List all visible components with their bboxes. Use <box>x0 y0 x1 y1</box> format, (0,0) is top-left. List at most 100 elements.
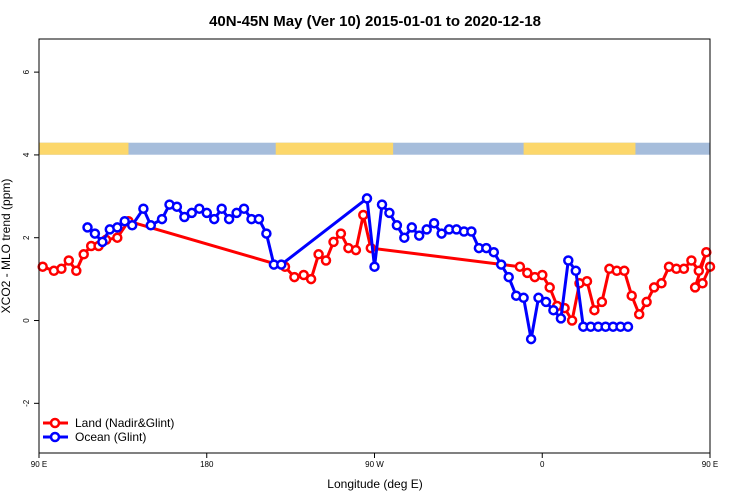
data-point <box>522 267 533 279</box>
x-tick-label: 0 <box>540 460 545 469</box>
data-point <box>305 273 317 285</box>
series-layer <box>37 193 716 345</box>
data-point <box>328 236 339 248</box>
data-point <box>697 278 708 289</box>
surface-bar-land <box>275 142 394 155</box>
data-point <box>261 228 272 239</box>
y-tick-label: -2 <box>22 399 31 407</box>
data-point <box>391 220 403 231</box>
data-point <box>619 265 630 277</box>
data-point <box>238 203 250 214</box>
data-point <box>436 228 447 239</box>
data-point <box>97 236 108 248</box>
data-point <box>369 261 380 272</box>
data-point <box>581 275 593 287</box>
data-point <box>648 282 660 293</box>
surface-bar-land <box>39 142 129 155</box>
data-point <box>289 271 300 283</box>
data-point <box>298 269 309 281</box>
surface-type-bar <box>39 142 710 155</box>
x-axis: 90 E 180 90 W 0 90 E <box>31 453 718 469</box>
x-tick-label: 90 W <box>365 460 384 469</box>
x-tick-label: 90 E <box>31 460 47 469</box>
data-point <box>518 292 529 304</box>
legend-marker-land <box>49 417 61 429</box>
data-point <box>223 213 235 225</box>
data-point <box>693 265 705 277</box>
data-point <box>63 255 75 266</box>
y-axis-label: XCO2 - MLO trend (ppm) <box>0 179 13 314</box>
data-point <box>466 226 477 237</box>
surface-bar-land <box>523 142 636 155</box>
legend-label-land: Land (Nadir&Glint) <box>75 416 174 430</box>
x-axis-label: Longitude (deg E) <box>327 477 422 491</box>
data-point <box>686 255 697 266</box>
data-point <box>641 296 652 308</box>
legend-marker-ocean <box>49 431 61 443</box>
data-point <box>596 296 608 308</box>
data-point <box>119 215 130 227</box>
data-point <box>320 255 332 266</box>
data-point <box>525 333 537 345</box>
data-point <box>544 282 555 293</box>
data-point <box>71 265 82 277</box>
data-point <box>626 290 637 301</box>
data-point <box>186 207 198 219</box>
series-land <box>37 209 716 326</box>
data-point <box>622 321 634 332</box>
data-point <box>138 203 149 214</box>
data-point <box>171 201 183 212</box>
data-point <box>361 193 373 204</box>
data-point <box>421 224 432 235</box>
data-point <box>537 269 548 281</box>
data-point <box>563 255 574 266</box>
data-point <box>406 222 418 233</box>
data-point <box>495 259 507 270</box>
data-point <box>481 242 492 254</box>
data-point <box>145 220 157 231</box>
data-point <box>179 211 190 223</box>
data-point <box>112 232 123 243</box>
data-point <box>540 296 552 308</box>
data-point <box>428 217 440 229</box>
y-tick-label: 4 <box>22 152 31 157</box>
data-point <box>216 203 227 214</box>
data-point <box>313 249 324 260</box>
data-point <box>633 309 645 320</box>
legend-item-ocean: Ocean (Glint) <box>43 430 146 444</box>
data-point <box>231 207 242 219</box>
data-point <box>201 207 213 219</box>
data-point <box>656 278 667 289</box>
series-ocean <box>82 193 634 345</box>
y-tick-label: 0 <box>22 318 31 323</box>
y-tick-label: 2 <box>22 235 31 240</box>
data-point <box>555 313 567 324</box>
data-point <box>208 213 220 225</box>
legend-label-ocean: Ocean (Glint) <box>75 430 146 444</box>
data-point <box>589 304 600 316</box>
data-point <box>689 282 701 293</box>
data-point <box>194 203 205 214</box>
data-point <box>156 213 168 225</box>
chart-title: 40N-45N May (Ver 10) 2015-01-01 to 2020-… <box>209 13 541 30</box>
data-point <box>678 263 690 275</box>
data-point <box>82 222 93 233</box>
data-point <box>89 228 101 239</box>
legend-item-land: Land (Nadir&Glint) <box>43 416 174 430</box>
data-point <box>78 249 89 260</box>
data-point <box>570 265 582 277</box>
y-tick-label: 6 <box>22 69 31 74</box>
series-line <box>86 196 628 341</box>
data-point <box>399 232 410 243</box>
data-point <box>376 199 388 210</box>
data-point <box>253 213 265 225</box>
data-point <box>566 315 578 326</box>
data-point <box>350 244 362 256</box>
data-point <box>37 261 48 272</box>
data-point <box>701 246 712 258</box>
x-tick-label: 90 E <box>702 460 718 469</box>
data-point <box>514 261 526 272</box>
data-point <box>548 304 559 316</box>
legend: Land (Nadir&Glint) Ocean (Glint) <box>43 416 174 444</box>
